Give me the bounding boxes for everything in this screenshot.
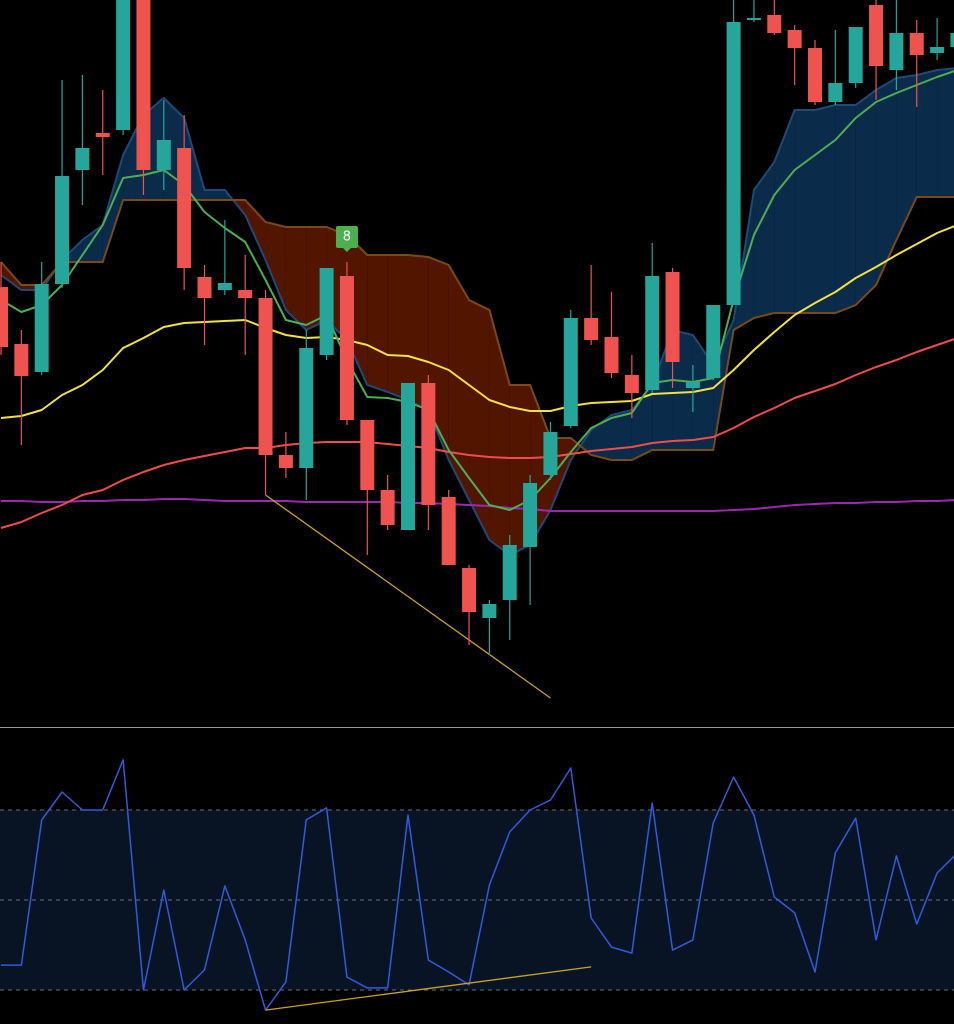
candle-body: [55, 176, 70, 284]
indicator-line: [0, 338, 954, 529]
cloud-fill: [469, 300, 490, 540]
candle-body: [869, 5, 884, 66]
signal-label: 8: [343, 230, 351, 245]
cloud-fill: [367, 255, 388, 392]
candle-body: [665, 272, 680, 362]
candle-body: [584, 318, 599, 340]
cloud-fill: [876, 78, 897, 285]
candle-body: [726, 22, 741, 305]
candle-body: [604, 337, 619, 373]
cloud-fill: [774, 110, 795, 313]
candle-body: [543, 432, 558, 475]
cloud-fill: [489, 310, 510, 555]
candle-body: [14, 344, 29, 376]
cloud-fill: [448, 265, 470, 500]
candle-body: [34, 284, 49, 372]
cloud-fill: [408, 255, 429, 410]
candle-body: [523, 483, 538, 547]
candle-body: [401, 383, 415, 530]
cloud-fill: [937, 68, 954, 197]
cloud-fill: [896, 75, 917, 240]
cloud-fill: [794, 110, 815, 313]
candle-body: [462, 568, 477, 612]
candle-body: [828, 83, 843, 102]
cloud-fill: [835, 105, 856, 313]
trendline: [265, 494, 551, 699]
trendline: [265, 966, 592, 1011]
candle-body: [75, 148, 90, 170]
candle-body: [177, 148, 192, 268]
cloud-fill: [102, 155, 124, 262]
candle-body: [685, 382, 700, 388]
candle-body: [482, 604, 497, 618]
candle-body: [706, 305, 721, 378]
candle-body: [502, 545, 517, 600]
candle-body: [136, 0, 151, 170]
candle-body: [787, 30, 802, 48]
oscillator-line: [1, 759, 954, 1011]
candle-body: [360, 420, 375, 490]
cloud-fill: [753, 162, 775, 318]
cloud-fill: [916, 70, 938, 197]
cloud-fill: [855, 90, 877, 305]
candle-body: [746, 18, 761, 20]
candle-body: [421, 383, 436, 505]
candle-body: [299, 348, 314, 468]
candle-body: [767, 15, 782, 33]
candle-body: [197, 277, 212, 298]
indicator-line: [0, 225, 954, 419]
indicator-line: [0, 70, 954, 511]
cloud-fill: [285, 227, 307, 330]
candle-body: [645, 276, 660, 390]
candle-body: [930, 47, 945, 53]
cloud-span-a: [0, 67, 954, 557]
signal-marker: [335, 226, 358, 252]
candle-body: [624, 375, 639, 393]
candle-body: [339, 276, 354, 420]
oscillator-pane: [0, 759, 954, 1011]
price-pane: 8: [0, 0, 954, 699]
candle-body: [319, 268, 334, 355]
candle-body: [441, 497, 456, 565]
candle-body: [156, 140, 171, 170]
candle-body: [258, 298, 273, 455]
candle-body: [0, 287, 8, 347]
indicator-line: [1, 498, 954, 512]
candle-body: [116, 0, 131, 130]
candle-body: [278, 455, 293, 468]
cloud-fill: [580, 430, 592, 455]
candle-body: [95, 133, 110, 137]
candle-body: [238, 290, 253, 298]
candle-body: [950, 33, 954, 47]
cloud-fill: [204, 190, 225, 200]
cloud-fill: [265, 222, 286, 310]
cloud-fill: [245, 200, 266, 260]
candle-body: [808, 48, 822, 102]
candle-body: [380, 490, 395, 525]
cloud-fill: [387, 255, 408, 400]
candle-body: [217, 283, 232, 290]
candle-body: [848, 27, 863, 83]
candle-body: [909, 33, 924, 55]
candle-body: [889, 33, 904, 70]
candle-body: [563, 318, 578, 426]
cloud-fill: [815, 105, 836, 313]
